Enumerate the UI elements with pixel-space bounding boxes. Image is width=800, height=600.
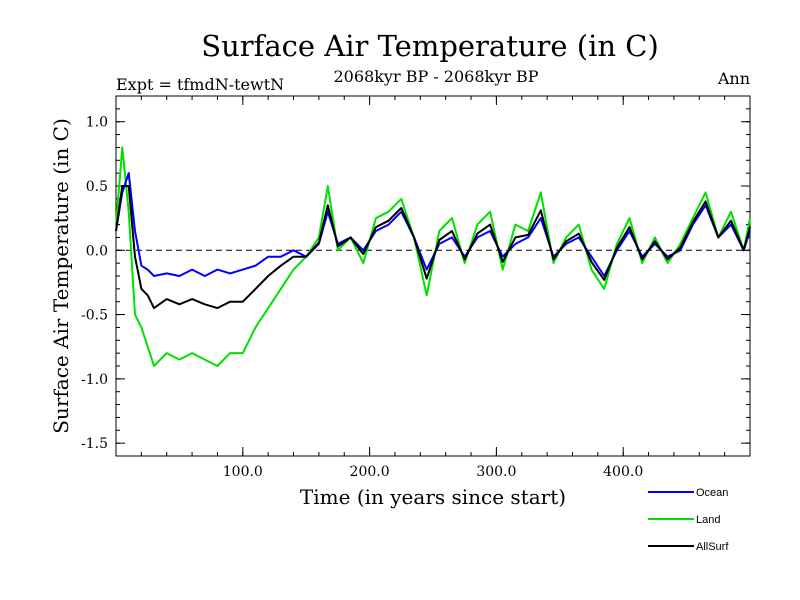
axis-ticks: 100.0 200.0 300.0 400.0 1.0 0.5 0.0 -0.5 -1.0 -1.… (81, 96, 750, 480)
y-tick-label: -0.5 (81, 308, 108, 324)
x-axis-label: Time (in years since start) (300, 485, 566, 509)
legend-label-land: Land (696, 514, 720, 526)
y-tick-label: -1.0 (81, 372, 108, 388)
legend: Ocean Land AllSurf (648, 487, 729, 553)
period-label: 2068kyr BP - 2068kyr BP (334, 67, 539, 86)
x-tick-label: 200.0 (350, 464, 390, 480)
y-tick-label: -1.5 (81, 436, 108, 452)
y-axis-label: Surface Air Temperature (in C) (49, 118, 73, 434)
y-tick-label: 0.0 (86, 243, 108, 259)
legend-label-ocean: Ocean (696, 487, 728, 499)
series-lines (115, 146, 751, 367)
x-tick-label: 100.0 (223, 464, 263, 480)
y-tick-label: 0.5 (86, 179, 108, 195)
x-tick-label: 400.0 (603, 464, 643, 480)
x-tick-label: 300.0 (476, 464, 516, 480)
series-line-allsurf (115, 185, 751, 310)
chart-title: Surface Air Temperature (in C) (201, 29, 659, 63)
season-label: Ann (717, 69, 750, 88)
legend-label-allsurf: AllSurf (696, 541, 729, 553)
plot-frame (115, 95, 751, 457)
y-tick-label: 1.0 (86, 115, 108, 131)
experiment-label: Expt = tfmdN-tewtN (116, 75, 284, 94)
